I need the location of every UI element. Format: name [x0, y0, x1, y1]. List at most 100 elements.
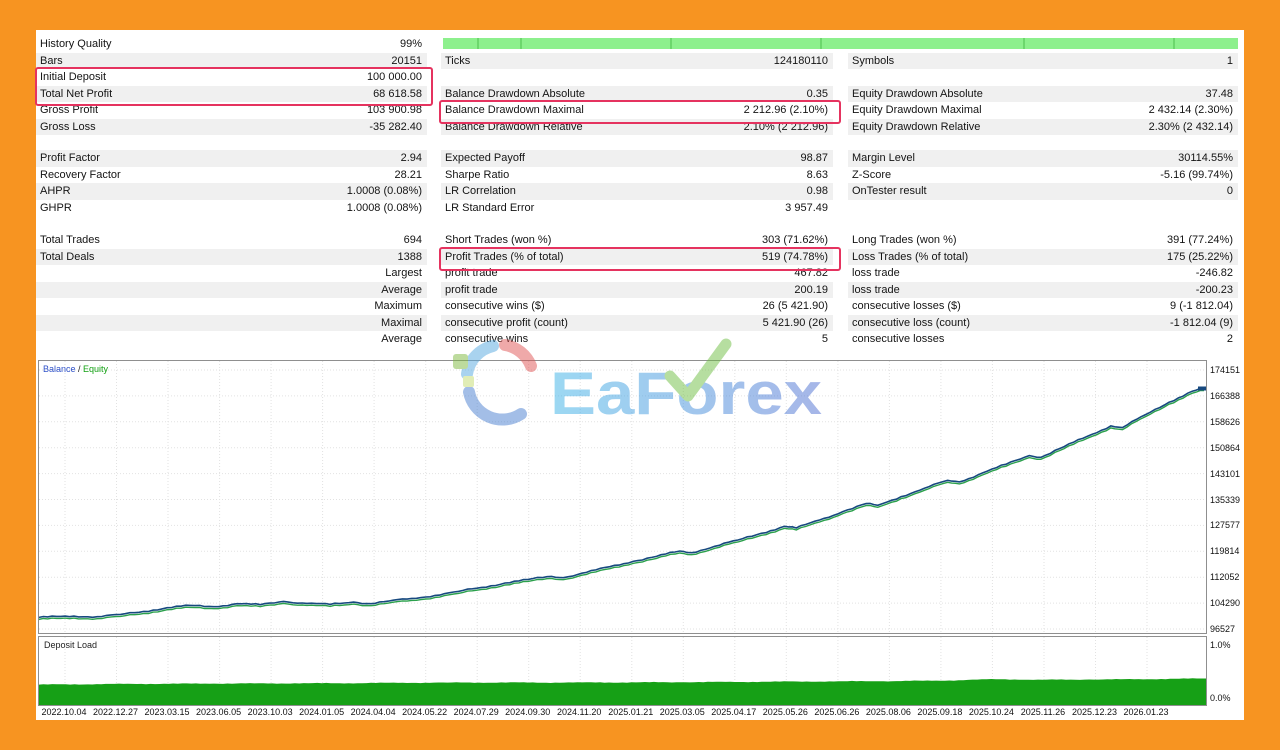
stat-cell: profit trade 200.19	[441, 281, 833, 298]
deposit-load-svg	[39, 637, 1206, 705]
y-axis-tick-label: 104290	[1210, 598, 1241, 609]
stat-label: LR Standard Error	[445, 201, 535, 214]
stat-cell: Bars 20151	[36, 52, 427, 69]
balance-curve-svg	[38, 361, 1206, 633]
stat-cell: OnTester result 0	[848, 183, 1238, 200]
stat-cell: Profit Trades (% of total) 519 (74.78%)	[441, 248, 833, 265]
progress-segment-divider	[1172, 38, 1175, 49]
stat-value: Maximal	[381, 316, 422, 329]
stat-label: Equity Drawdown Relative	[852, 120, 981, 133]
stat-label: profit trade	[445, 267, 498, 280]
stat-cell: Profit Factor 2.94	[36, 150, 427, 167]
stat-cell: Loss Trades (% of total) 175 (25.22%)	[848, 248, 1238, 265]
stat-label: LR Correlation	[445, 185, 516, 198]
stat-value: 694	[403, 234, 422, 247]
stat-label: Total Deals	[40, 250, 95, 263]
stat-value: -1 812.04 (9)	[1170, 316, 1233, 329]
deposit-load-min-label: 0.0%	[1210, 693, 1231, 703]
date-axis-label: 2025.05.26	[762, 707, 808, 717]
date-axis-label: 2023.03.15	[144, 707, 190, 717]
stat-label: OnTester result	[852, 185, 927, 198]
stat-value: 100 000.00	[366, 71, 422, 84]
stat-cell: Balance Drawdown Maximal 2 212.96 (2.10%)	[441, 102, 833, 119]
stat-cell: LR Standard Error 3 957.49	[441, 200, 833, 217]
stat-value: -246.82	[1195, 267, 1233, 280]
stat-row: Gross Loss -35 282.40 Balance Drawdown Rel…	[36, 118, 1244, 135]
stat-cell: Equity Drawdown Relative 2.30% (2 432.14)	[848, 118, 1238, 135]
stat-label: Loss Trades (% of total)	[852, 250, 969, 263]
progress-segment-divider	[819, 38, 822, 49]
stat-cell: Ticks 124180110	[441, 52, 833, 69]
stat-row: Gross Profit 103 900.98 Balance Drawdown M…	[36, 102, 1244, 119]
deposit-load-title: Deposit Load	[44, 640, 98, 650]
date-axis-label: 2024.09.30	[505, 707, 551, 717]
stat-value: 0.35	[806, 87, 828, 100]
stat-row: Recovery Factor 28.21 Sharpe Ratio 8.63 Z-Sc…	[36, 167, 1244, 184]
stat-cell: Average	[36, 331, 427, 348]
stat-cell: Equity Drawdown Absolute 37.48	[848, 85, 1238, 102]
date-axis-label: 2025.11.26	[1020, 707, 1066, 717]
stat-cell: Initial Deposit 100 000.00	[36, 69, 427, 86]
stat-cell: Expected Payoff 98.87	[441, 150, 833, 167]
stat-label: consecutive profit (count)	[445, 316, 568, 329]
deposit-load-chart	[38, 636, 1207, 706]
y-axis-tick-label: 150864	[1210, 442, 1241, 453]
stat-label: Recovery Factor	[40, 168, 121, 181]
stat-label: GHPR	[40, 201, 72, 214]
stat-label: Total Trades	[40, 234, 100, 247]
date-axis-label: 2025.09.18	[917, 707, 963, 717]
stat-label: Bars	[40, 54, 63, 67]
stat-value: 28.21	[394, 168, 422, 181]
stat-cell: consecutive profit (count) 5 421.90 (26)	[441, 314, 833, 331]
stat-label: Profit Trades (% of total)	[445, 250, 564, 263]
stat-cell: Total Net Profit 68 618.58	[36, 85, 427, 102]
stat-label: Initial Deposit	[40, 71, 107, 84]
date-axis-label: 2025.10.24	[968, 707, 1014, 717]
stat-cell: Recovery Factor 28.21	[36, 167, 427, 184]
stat-value: 303 (71.62%)	[761, 234, 828, 247]
date-axis-label: 2025.04.17	[711, 707, 757, 717]
stat-value: 37.48	[1205, 87, 1233, 100]
stat-cell: Total Trades 694	[36, 232, 427, 249]
stat-value: 2.30% (2 432.14)	[1148, 120, 1233, 133]
stat-label: Long Trades (won %)	[852, 234, 957, 247]
stat-value: 391 (77.24%)	[1166, 234, 1233, 247]
stat-value: 5 421.90 (26)	[762, 316, 828, 329]
stat-value: 2 432.14 (2.30%)	[1148, 104, 1233, 117]
stat-value: 26 (5 421.90)	[762, 300, 828, 313]
stat-label: profit trade	[445, 283, 498, 296]
stat-label: Margin Level	[852, 152, 915, 165]
stat-cell: loss trade -200.23	[848, 281, 1238, 298]
stat-row: Maximal consecutive profit (count) 5 421.9…	[36, 314, 1244, 331]
stat-value: Largest	[385, 267, 422, 280]
stat-label: loss trade	[852, 283, 900, 296]
stat-cell: loss trade -246.82	[848, 265, 1238, 282]
stat-cell: Balance Drawdown Relative 2.10% (2 212.96…	[441, 118, 833, 135]
stat-value: 467.82	[794, 267, 828, 280]
y-axis-tick-label: 158626	[1210, 416, 1241, 427]
stat-value: Maximum	[374, 300, 422, 313]
stat-cell: Gross Loss -35 282.40	[36, 118, 427, 135]
progress-segment-divider	[477, 38, 480, 49]
balance-equity-chart	[38, 360, 1207, 634]
stat-value: 2	[1226, 333, 1233, 346]
stat-label: consecutive wins ($)	[445, 300, 545, 313]
stat-label: consecutive loss (count)	[852, 316, 970, 329]
stat-value: 1388	[397, 250, 422, 263]
legend-balance-label: Balance	[43, 364, 76, 374]
stat-label: consecutive wins	[445, 333, 529, 346]
stat-value: 519 (74.78%)	[761, 250, 828, 263]
stat-label: Symbols	[852, 54, 895, 67]
deposit-load-max-label: 1.0%	[1210, 640, 1231, 650]
stat-cell: AHPR 1.0008 (0.08%)	[36, 183, 427, 200]
stat-value: 0.98	[806, 185, 828, 198]
date-axis-label: 2024.05.22	[402, 707, 448, 717]
date-axis-label: 2025.03.05	[659, 707, 705, 717]
stat-cell: profit trade 467.82	[441, 265, 833, 282]
stat-label: Z-Score	[852, 168, 892, 181]
date-axis-label: 2023.06.05	[196, 707, 242, 717]
y-axis-tick-label: 166388	[1210, 390, 1241, 401]
stat-cell: GHPR 1.0008 (0.08%)	[36, 200, 427, 217]
stat-cell: Gross Profit 103 900.98	[36, 102, 427, 119]
stat-cell: Short Trades (won %) 303 (71.62%)	[441, 232, 833, 249]
